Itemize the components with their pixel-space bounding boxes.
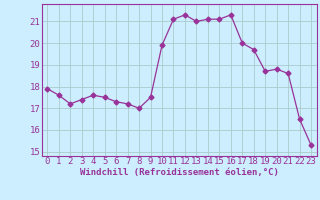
X-axis label: Windchill (Refroidissement éolien,°C): Windchill (Refroidissement éolien,°C) xyxy=(80,168,279,177)
